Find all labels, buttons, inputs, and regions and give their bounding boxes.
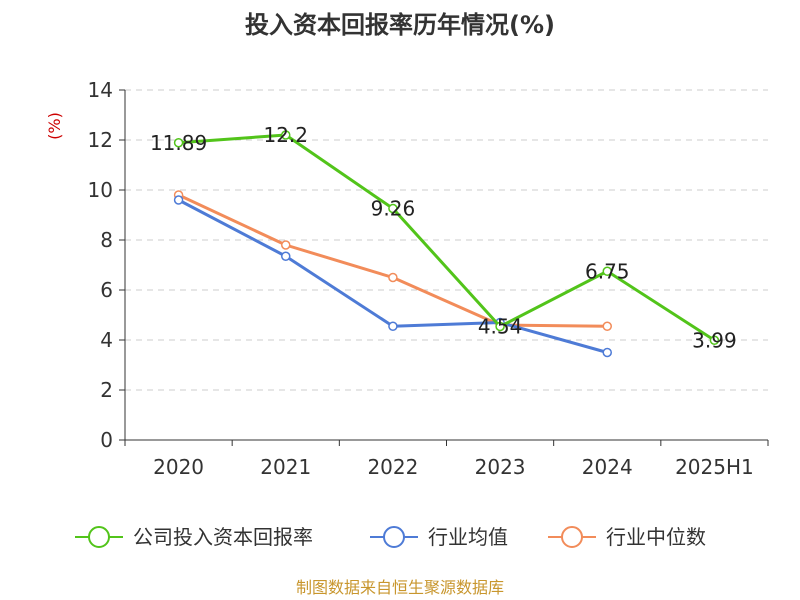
- x-tick-label: 2021: [260, 455, 311, 479]
- legend-marker: [561, 526, 583, 548]
- data-label: 6.75: [585, 259, 630, 283]
- y-tick-label: 2: [100, 378, 113, 402]
- data-point: [388, 203, 398, 214]
- data-point: [602, 321, 612, 331]
- x-tick-label: 2022: [367, 455, 418, 479]
- x-tick-label: 2025H1: [675, 455, 754, 479]
- x-tick-label: 2020: [153, 455, 204, 479]
- data-label: 9.26: [371, 197, 416, 221]
- legend-label: 行业中位数: [606, 525, 706, 549]
- legend: 公司投入资本回报率 行业均值 行业中位数: [75, 525, 706, 549]
- data-label: 4.54: [478, 315, 523, 339]
- y-tick-label: 12: [88, 128, 113, 152]
- y-tick-label: 14: [88, 78, 113, 102]
- data-point: [281, 130, 291, 140]
- grid-lines: [125, 89, 768, 391]
- y-tick-label: 8: [100, 228, 113, 252]
- data-label: 3.99: [692, 328, 737, 352]
- y-unit-label: (%): [45, 112, 64, 140]
- legend-marker: [383, 526, 405, 548]
- source-note: 制图数据来自恒生聚源数据库: [296, 578, 504, 597]
- axes: 0 2 4 6 8 10 12 14 2020 2021 2022 2023 2024 2025H1: [88, 78, 769, 479]
- data-point: [281, 251, 291, 261]
- series-lines: [173, 130, 720, 358]
- data-point: [709, 335, 720, 345]
- chart-title: 投入资本回报率历年情况(%): [245, 11, 555, 39]
- data-point: [388, 321, 398, 331]
- y-tick-label: 4: [100, 328, 113, 352]
- y-tick-label: 6: [100, 278, 113, 302]
- x-tick-label: 2023: [475, 455, 526, 479]
- x-tick-label: 2024: [582, 455, 633, 479]
- data-point: [173, 138, 184, 148]
- data-point: [602, 347, 612, 358]
- y-tick-label: 10: [88, 178, 113, 202]
- data-point: [173, 195, 184, 205]
- data-labels: 11.89 12.2 9.26 4.54 6.75 3.99: [150, 123, 737, 352]
- series-line-0: [178, 133, 716, 342]
- legend-label: 公司投入资本回报率: [133, 525, 313, 549]
- data-point: [388, 272, 398, 283]
- data-label: 12.2: [263, 123, 308, 147]
- data-label: 11.89: [150, 131, 207, 155]
- legend-marker: [88, 526, 110, 548]
- data-point: [602, 266, 612, 276]
- data-point: [281, 240, 291, 250]
- data-point: [495, 321, 505, 332]
- y-tick-label: 0: [100, 428, 113, 452]
- legend-label: 行业均值: [428, 525, 508, 549]
